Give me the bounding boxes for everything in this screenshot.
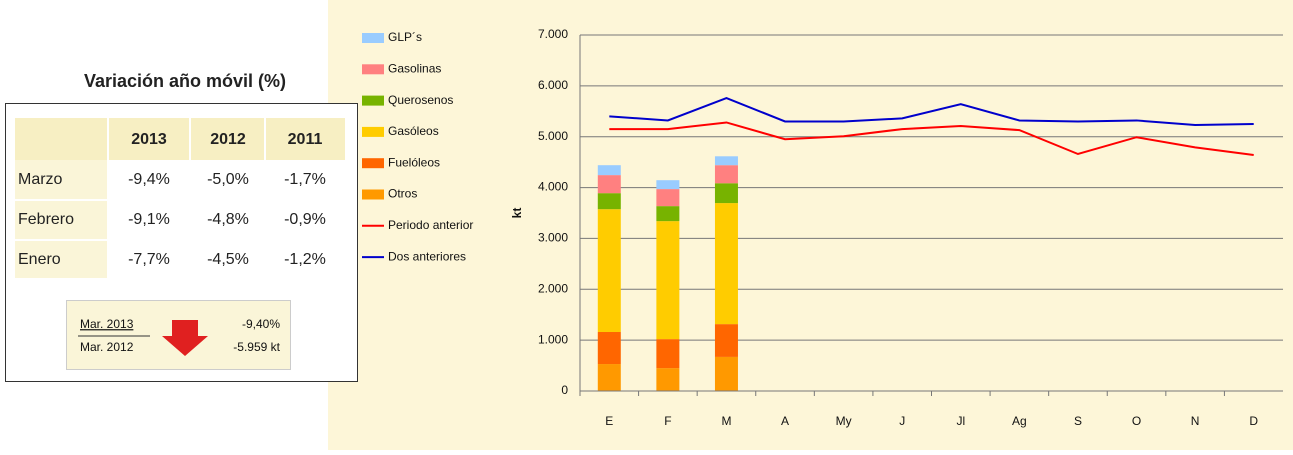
row-label: Marzo [18,171,63,188]
legend-label: Gasolinas [388,61,441,75]
line-series [609,121,1254,157]
legend-swatch [362,95,384,106]
y-axis-label: kt [510,208,524,219]
legend-swatch [362,64,384,75]
legend-label: GLP´s [388,30,422,44]
bar-segment [714,203,738,325]
legend-swatch [362,33,384,43]
chart-background [328,0,1293,450]
bar-segment [656,368,680,391]
x-tick-label: E [605,414,613,428]
y-tick-label: 4.000 [538,180,568,194]
cell: -1,7% [284,171,326,188]
x-tick-label: A [781,414,789,428]
line-series [609,96,1254,127]
legend-label: Fuelóleos [388,155,440,169]
y-tick-label: 1.000 [538,332,568,346]
cell: -0,9% [284,211,326,228]
bar-segment [597,165,621,176]
x-tick-label: O [1132,414,1141,428]
column-header: 2013 [131,131,167,148]
summary-current: Mar. 2013 [80,317,134,331]
summary-percent: -9,40% [242,317,280,331]
label-column [15,160,108,278]
bar-segment [656,180,680,190]
bar-segment [714,183,738,204]
y-tick-label: 0 [561,383,568,397]
bar-segment [597,332,621,365]
down-arrow [162,320,208,356]
legend-label: Otros [388,187,417,201]
x-tick-label: N [1191,414,1200,428]
bar-segment [714,356,738,391]
legend-swatch [362,189,384,200]
y-tick-label: 6.000 [538,78,568,92]
cell: -1,2% [284,251,326,268]
bar-segment [714,165,738,184]
bar-segment [656,206,680,222]
summary-previous: Mar. 2012 [80,340,134,354]
cell: -5,0% [207,171,249,188]
bar-segment [714,324,738,357]
legend-label: Dos anteriores [388,249,466,263]
x-tick-label: My [836,414,852,428]
legend-label: Querosenos [388,93,453,107]
bar-segment [597,175,621,194]
legend-label: Gasóleos [388,124,439,138]
y-tick-label: 5.000 [538,129,568,143]
column-header: 2011 [288,131,323,148]
x-tick-label: J [899,414,905,428]
row-label: Enero [18,251,61,268]
header-row [15,118,345,160]
y-tick-label: 3.000 [538,231,568,245]
cell: -9,4% [128,171,170,188]
x-tick-label: Jl [956,414,965,428]
column-header: 2012 [210,131,246,148]
bar-segment [656,339,680,369]
bar-segment [597,364,621,391]
bar-segment [597,209,621,333]
cell: -9,1% [128,211,170,228]
row-label: Febrero [18,211,74,228]
bar-segment [597,193,621,210]
table-title: Variación año móvil (%) [84,71,286,91]
legend-swatch [362,158,384,169]
x-tick-label: Ag [1012,414,1027,428]
y-tick-label: 7.000 [538,27,568,41]
bar-segment [714,156,738,166]
x-tick-label: S [1074,414,1082,428]
x-tick-label: F [664,414,671,428]
summary-amount: -5.959 kt [233,340,280,354]
bar-segment [656,189,680,207]
table: 2013 2012 2011 Marzo -9,4% -5,0% -1,7% Febrero -… [18,131,326,268]
y-tick-label: 2.000 [538,281,568,295]
legend-swatch [362,126,384,137]
bar-segment [656,221,680,340]
legend-label: Periodo anterior [388,218,473,232]
cell: -4,8% [207,211,249,228]
cell: -4,5% [207,251,249,268]
x-tick-label: D [1249,414,1258,428]
cell: -7,7% [128,251,170,268]
x-tick-label: M [721,414,731,428]
